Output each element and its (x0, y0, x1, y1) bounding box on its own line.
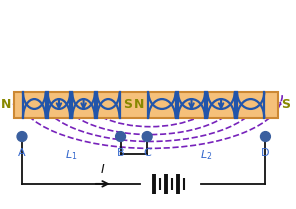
Text: N: N (134, 98, 144, 111)
Circle shape (142, 132, 152, 141)
Text: $L_1$: $L_1$ (65, 148, 78, 162)
Circle shape (17, 132, 27, 141)
Text: B: B (117, 148, 124, 158)
Text: C: C (143, 148, 151, 158)
Text: N: N (1, 98, 11, 111)
Circle shape (260, 132, 270, 141)
FancyBboxPatch shape (14, 92, 278, 118)
Circle shape (116, 132, 126, 141)
Text: $L_2$: $L_2$ (200, 148, 213, 162)
Text: D: D (261, 148, 270, 158)
Text: A: A (18, 148, 26, 158)
Text: S: S (123, 98, 133, 111)
Text: S: S (281, 98, 290, 111)
Text: $I$: $I$ (100, 163, 105, 176)
